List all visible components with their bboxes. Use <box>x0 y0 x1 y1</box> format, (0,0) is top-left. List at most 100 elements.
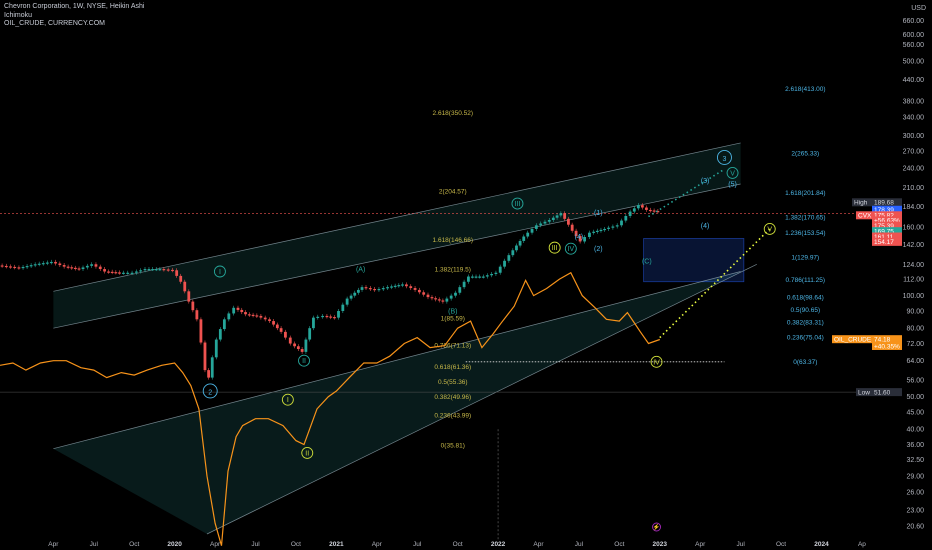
price-tag-value-bg <box>872 198 902 207</box>
wave-circle <box>650 355 663 368</box>
time-tick-label: Apr <box>533 541 544 548</box>
price-tag: 175.39 <box>872 221 902 230</box>
price-tag-value: 154.17 <box>874 239 894 246</box>
wave-circle <box>717 149 732 165</box>
time-tick-label: Apr <box>695 541 706 548</box>
wave-label: (4) <box>701 223 710 230</box>
price-tag-value: 51.60 <box>874 389 891 396</box>
time-axis[interactable]: Apr Jul Oct 2020 Apr Jul Oct 2021 Apr Jul Oct 2022 A… <box>48 522 866 548</box>
wave-label: (1) <box>594 210 603 217</box>
price-tick-label: 23.00 <box>906 507 924 514</box>
fib-label-cvx: 0.382(83.31) <box>787 319 824 326</box>
price-tag: 178.39 <box>872 205 902 214</box>
fib-label-oil: 0.382(49.96) <box>434 394 471 401</box>
price-tick-label: 80.00 <box>906 326 924 333</box>
price-tag-name-bg <box>832 335 872 344</box>
event-flash-icon <box>652 522 662 532</box>
price-tag-name: High <box>854 200 868 207</box>
price-tick-label: 26.00 <box>906 490 924 497</box>
price-tick-label: 20.60 <box>906 523 924 530</box>
fib-label-oil: 2.618(350.52) <box>433 110 473 117</box>
wave-label: (4) <box>575 234 584 241</box>
price-tag-value-bg <box>872 221 902 230</box>
cvx-projection <box>648 168 725 218</box>
fib-label-oil: 0.618(61.36) <box>434 364 471 371</box>
fib-label-cvx: 0(63.37) <box>793 359 817 366</box>
price-tag-value: +56.63% <box>874 218 900 225</box>
price-tick-label: 380.00 <box>903 98 925 105</box>
symbol-title[interactable]: Chevron Corporation, 1W, NYSE, Heikin As… <box>4 3 145 10</box>
channel-lower-line <box>53 271 741 450</box>
price-tick-label: 142.00 <box>903 242 925 249</box>
fib-label-cvx: 2(265.33) <box>791 150 819 157</box>
time-tick-label: 2021 <box>329 541 344 548</box>
price-tick-label: 50.00 <box>906 394 924 401</box>
wave-label: 2 <box>208 389 212 396</box>
oil-crude-line <box>0 271 661 546</box>
price-tag-value: +40.35% <box>874 343 900 350</box>
fib-label-cvx: 2.618(413.00) <box>785 86 825 93</box>
oil-projection <box>659 228 771 339</box>
time-tick-label: Jul <box>575 541 584 548</box>
indicator-name[interactable]: Ichimoku <box>4 11 33 19</box>
wave-label: IV <box>653 359 660 366</box>
wave-label: (A) <box>356 267 365 274</box>
price-axis[interactable]: USD 660.00 600.00 560.00 500.00 440.00 380.00 3… <box>870 0 932 550</box>
wave-label: (5) <box>728 182 737 189</box>
fib-label-oil: 0.786(71.13) <box>434 342 471 349</box>
wave-label: III <box>515 201 521 208</box>
price-tag-value: 178.39 <box>874 207 894 214</box>
price-tag-value-bg <box>872 341 902 350</box>
wave-label: 3 <box>723 156 727 163</box>
time-tick-label: 2024 <box>814 541 829 548</box>
fib-label-cvx: 1.618(201.84) <box>785 190 825 197</box>
time-tick-label: Oct <box>776 541 786 548</box>
wave-label: II <box>302 358 306 365</box>
price-tag: OIL_CRUDE 74.18 <box>832 335 902 343</box>
fib-label-cvx: 0.786(111.25) <box>786 277 826 284</box>
time-tick-label: Jul <box>251 541 260 548</box>
price-tick-label: 124.00 <box>903 262 925 269</box>
channel-lines <box>0 142 870 540</box>
price-tag-value-bg <box>872 388 902 397</box>
upper-channel-fill <box>53 142 741 329</box>
price-tag-name-bg <box>852 198 872 207</box>
price-tag-name: CVX <box>858 213 872 220</box>
price-tag-value: 175.82 <box>874 213 894 220</box>
price-tag: 169.75 <box>872 227 902 235</box>
price-tick-label: 184.00 <box>903 204 925 211</box>
price-tag-value: 175.39 <box>874 223 894 230</box>
wave-label: (B) <box>448 308 457 315</box>
wave-circle <box>763 222 776 235</box>
time-tick-label: Oct <box>129 541 139 548</box>
price-tick-label: 240.00 <box>903 165 925 172</box>
price-tick-label: 600.00 <box>903 32 925 39</box>
price-tick-label: 440.00 <box>903 77 925 84</box>
price-tag-value: 169.75 <box>874 228 894 235</box>
wave-label: I <box>219 269 221 276</box>
price-axis-bg <box>870 0 932 550</box>
price-tick-label: 300.00 <box>903 133 925 140</box>
price-tag: CVX 175.82 <box>856 211 902 220</box>
price-tag-value-bg <box>872 335 902 344</box>
price-tick-label: 210.00 <box>903 185 925 192</box>
price-tick-label: 660.00 <box>903 18 925 25</box>
wave-label: (3) <box>701 178 710 185</box>
time-tick-label: Jul <box>90 541 99 548</box>
price-tag: +40.35% <box>872 341 902 350</box>
price-tag-name-bg <box>856 211 872 220</box>
time-tick-label: Apr <box>210 541 221 548</box>
price-tag-value-bg <box>872 227 902 236</box>
fib-label-oil: 1.382(119.5) <box>435 267 471 274</box>
event-flash-glyph: ⚡ <box>653 523 660 531</box>
price-tick-label: 40.00 <box>906 427 924 434</box>
overlay-symbol[interactable]: OIL_CRUDE, CURRENCY.COM <box>4 20 105 28</box>
wave-label: III <box>552 245 558 252</box>
price-tick-label: 45.00 <box>906 410 924 417</box>
time-tick-label: Oct <box>453 541 463 548</box>
price-tick-label: 112.00 <box>903 277 924 284</box>
price-tag-value: 189.68 <box>874 200 894 207</box>
